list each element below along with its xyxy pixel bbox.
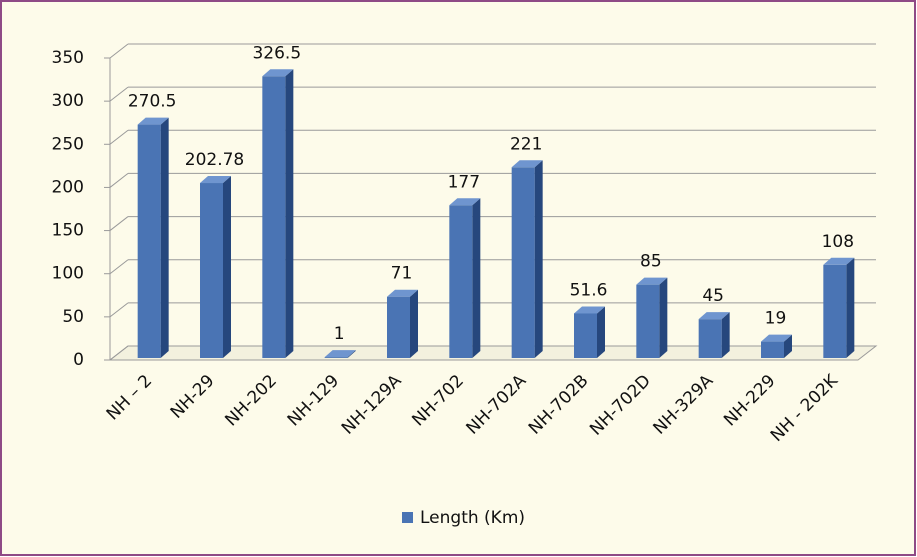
bar-side <box>223 176 231 358</box>
y-tick-label: 50 <box>62 307 84 327</box>
legend-swatch <box>402 512 413 523</box>
grid-line <box>109 173 129 188</box>
y-tick-label: 100 <box>52 264 84 284</box>
bar-side <box>160 117 169 359</box>
y-tick-label: 250 <box>52 134 84 154</box>
bar-side <box>534 160 543 358</box>
bar <box>761 341 784 358</box>
bar-top <box>324 350 356 358</box>
data-label: 108 <box>822 232 854 252</box>
grid-line <box>109 216 129 231</box>
bar-top <box>574 306 605 314</box>
grid-line <box>109 43 129 59</box>
bar <box>137 124 161 359</box>
data-label: 326.5 <box>252 43 301 63</box>
bar <box>823 264 847 358</box>
data-label: 19 <box>765 309 787 329</box>
bar <box>387 296 410 358</box>
bar <box>698 319 722 358</box>
y-tick-label: 0 <box>73 350 84 370</box>
bar <box>262 76 286 358</box>
bar-top <box>449 198 481 206</box>
bar <box>200 183 223 358</box>
bar-side <box>846 257 855 358</box>
bar <box>636 284 660 358</box>
bar <box>449 205 473 358</box>
data-label: 51.6 <box>570 280 608 300</box>
grid-line <box>109 302 129 318</box>
data-label: 1 <box>334 324 345 344</box>
legend-label: Length (Km) <box>420 508 525 528</box>
bar-side <box>285 69 294 358</box>
bar-side <box>784 334 792 358</box>
y-tick-label: 150 <box>52 221 84 241</box>
bar-top <box>137 117 169 125</box>
grid-line <box>109 129 129 145</box>
bar-top <box>200 176 231 184</box>
y-tick-label: 200 <box>52 177 84 197</box>
data-label: 45 <box>702 286 724 306</box>
data-label: 71 <box>391 264 413 284</box>
data-label: 270.5 <box>128 92 177 112</box>
grid-line <box>109 86 129 102</box>
grid-line <box>109 345 129 361</box>
bar-side <box>721 312 730 358</box>
bar-top <box>823 257 855 265</box>
bar-top <box>698 312 730 320</box>
data-label: 177 <box>448 172 480 192</box>
data-label: 202.78 <box>185 150 244 170</box>
data-label: 85 <box>640 252 662 272</box>
y-tick-label: 300 <box>52 91 84 111</box>
data-label: 221 <box>510 134 542 154</box>
bar <box>511 167 535 358</box>
y-tick-label: 350 <box>52 48 84 68</box>
bar <box>324 357 348 358</box>
bar-side <box>472 198 481 358</box>
bar-top <box>387 289 418 297</box>
bar-side <box>410 289 418 358</box>
bar-side <box>347 350 356 358</box>
bar-side <box>597 306 605 358</box>
bar-top <box>511 160 543 168</box>
bar-top <box>262 69 294 77</box>
bar-top <box>636 277 668 285</box>
bar <box>574 313 597 358</box>
grid-line <box>109 259 129 275</box>
bar-side <box>659 277 668 358</box>
bar-top <box>761 334 792 342</box>
